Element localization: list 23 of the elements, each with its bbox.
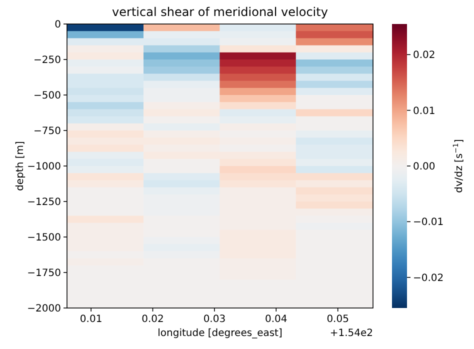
y-tick-label: 0 (54, 20, 61, 30)
y-tick-label: −1250 (27, 197, 61, 208)
y-tick-label: −500 (34, 90, 61, 102)
color-bar-label: 0.01 (413, 106, 436, 117)
x-tick-label: 0.05 (326, 314, 349, 325)
x-axis-title: longitude [degrees_east] (158, 328, 282, 339)
x-tick-label: 0.02 (142, 314, 164, 325)
y-axis-title: depth [m] (15, 140, 26, 191)
color-bar-label: 0.00 (413, 162, 436, 172)
x-tick-label: 0.04 (265, 314, 288, 325)
color-bar-label: −0.01 (413, 217, 444, 228)
y-tick-label: −2000 (27, 304, 61, 314)
x-tick-label: 0.01 (80, 314, 102, 325)
y-tick-label: −1500 (27, 232, 61, 244)
text: +1.54e2 (330, 328, 373, 339)
color-bar-label: 0.02 (413, 50, 436, 62)
y-tick-label: −1000 (27, 162, 61, 172)
chart-title: vertical shear of meridional velocity (112, 5, 328, 19)
y-tick-label: −750 (34, 126, 61, 137)
y-tick-label: −1750 (27, 268, 61, 279)
y-tick-label: −250 (34, 55, 61, 66)
color-bar-label: −0.02 (413, 272, 444, 284)
x-tick-label: 0.03 (203, 314, 226, 325)
